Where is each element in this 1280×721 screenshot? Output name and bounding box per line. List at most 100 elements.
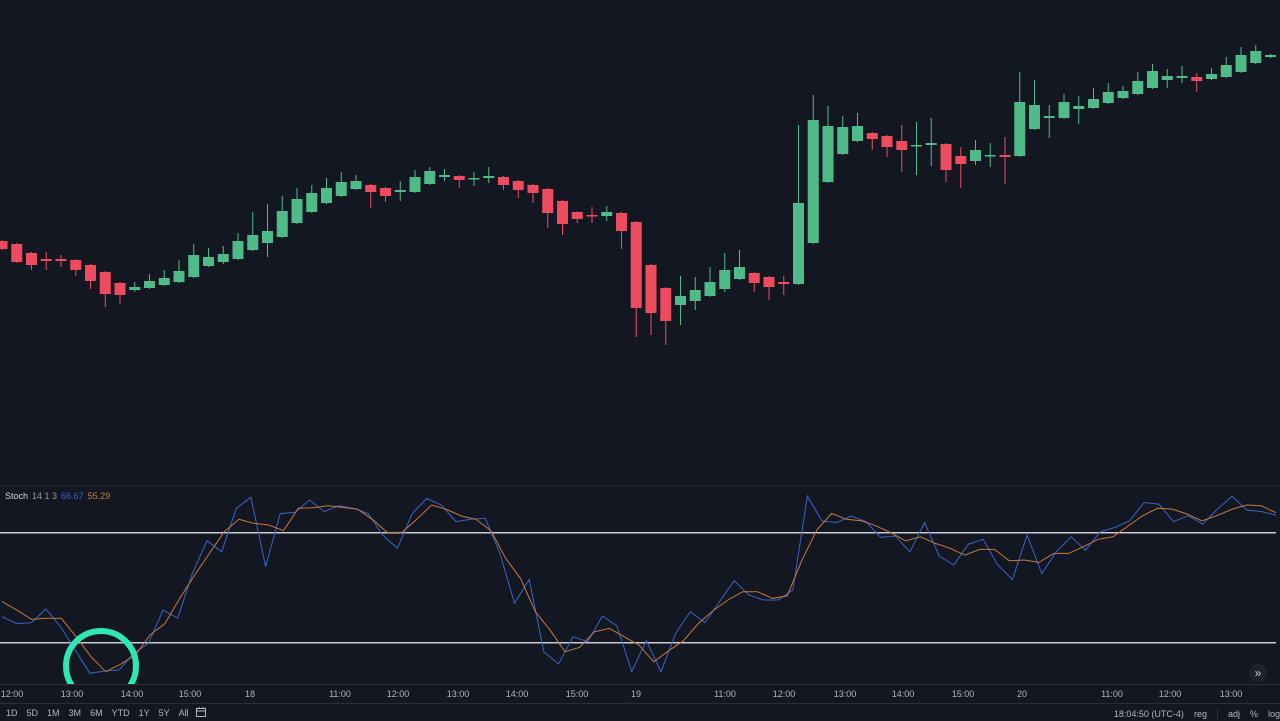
candle-body: [852, 126, 863, 141]
calendar-range-icon[interactable]: [196, 707, 206, 717]
candle: [527, 184, 539, 203]
candle-body: [409, 177, 421, 192]
candle-body: [0, 241, 8, 249]
candle-body: [896, 141, 908, 150]
candle-body: [955, 156, 967, 164]
candle: [40, 252, 52, 270]
range-button-1y[interactable]: 1Y: [138, 708, 150, 718]
percent-scale-button[interactable]: %: [1249, 709, 1258, 719]
time-tick-label: 11:00: [329, 689, 351, 699]
candle-body: [99, 272, 111, 294]
candle: [439, 169, 450, 181]
candle-body: [763, 277, 775, 287]
candle-body: [571, 212, 583, 219]
candle: [925, 118, 937, 166]
range-button-5y[interactable]: 5Y: [158, 708, 170, 718]
candle: [955, 147, 967, 188]
session-button[interactable]: reg: [1193, 709, 1207, 719]
range-selector: 1D 5D 1M 3M 6M YTD 1Y 5Y All: [6, 708, 189, 718]
candle-body: [689, 290, 701, 301]
log-scale-button[interactable]: log: [1267, 709, 1280, 719]
candle-body: [940, 144, 952, 170]
range-button-1m[interactable]: 1M: [47, 708, 60, 718]
candle-body: [247, 235, 259, 250]
range-button-6m[interactable]: 6M: [90, 708, 103, 718]
candle: [55, 255, 67, 267]
candle: [748, 272, 760, 292]
range-button-ytd[interactable]: YTD: [111, 708, 130, 718]
candle: [483, 167, 495, 183]
candle: [394, 181, 406, 201]
candle: [70, 259, 82, 276]
candle: [1265, 54, 1276, 58]
candle-body: [173, 271, 185, 282]
candle-body: [40, 259, 52, 261]
candle: [675, 276, 686, 325]
chart-canvas[interactable]: [0, 0, 1280, 684]
candle: [262, 204, 273, 257]
candle: [911, 122, 922, 175]
candle: [1029, 80, 1040, 130]
candle-body: [1132, 81, 1144, 94]
candle: [1161, 69, 1173, 88]
candle-body: [1191, 77, 1203, 81]
candle-body: [778, 282, 790, 284]
time-tick-label: 15:00: [565, 689, 589, 699]
candle: [719, 253, 731, 292]
candle-body: [630, 222, 642, 308]
range-button-3m[interactable]: 3M: [68, 708, 82, 718]
time-tick-label: 15:00: [951, 689, 975, 699]
candle-body: [70, 260, 82, 270]
range-button-all[interactable]: All: [178, 708, 189, 718]
candle-body: [483, 176, 495, 178]
candle: [586, 207, 598, 223]
adjust-button[interactable]: adj: [1227, 709, 1240, 719]
candle-body: [1088, 99, 1099, 108]
clock[interactable]: 18:04:50 (UTC-4): [1113, 709, 1184, 719]
candle: [11, 243, 23, 263]
candle-body: [984, 155, 996, 157]
candle-body: [704, 282, 716, 296]
candle: [896, 125, 908, 172]
time-tick-label: 14:00: [505, 689, 529, 699]
candle-body: [26, 253, 37, 265]
candle-body: [188, 255, 200, 277]
candle: [232, 233, 244, 260]
candle: [129, 282, 141, 292]
time-tick-label: 11:00: [1101, 689, 1123, 699]
candle: [203, 248, 214, 267]
candle: [763, 276, 775, 300]
time-axis[interactable]: 12:00 13:00 14:00 15:00 18 11:00 12:00 13:00 14:…: [0, 684, 1280, 703]
candle-body: [911, 145, 922, 147]
range-button-1d[interactable]: 1D: [6, 708, 18, 718]
double-chevron-right-icon: »: [1254, 666, 1262, 680]
time-tick-label: 12:00: [386, 689, 410, 699]
candle: [807, 95, 819, 244]
candle-body: [453, 176, 465, 180]
candle-body: [1161, 76, 1173, 80]
candle: [1073, 96, 1085, 124]
candle: [940, 143, 952, 182]
candle: [778, 276, 790, 295]
candle-body: [1058, 102, 1070, 118]
stoch-d-line: [1, 504, 1277, 673]
candle-body: [748, 273, 760, 283]
candle-body: [512, 181, 524, 190]
candle-body: [1073, 106, 1085, 109]
candle: [1220, 57, 1232, 78]
k-value: 66.67: [61, 491, 84, 501]
candle-body: [1250, 51, 1262, 63]
candle-body: [1117, 91, 1129, 98]
candle: [291, 188, 303, 224]
candle-body: [350, 181, 362, 189]
time-tick-label: 11:00: [714, 689, 736, 699]
scroll-to-realtime-button[interactable]: »: [1249, 664, 1267, 682]
candle: [1147, 64, 1158, 89]
range-button-5d[interactable]: 5D: [26, 708, 39, 718]
candle: [793, 125, 804, 285]
candle: [114, 282, 126, 304]
time-tick-label: 14:00: [891, 689, 915, 699]
time-tick-label: 20: [1016, 689, 1028, 699]
candle: [970, 140, 981, 165]
time-tick-label: 12:00: [1158, 689, 1182, 699]
